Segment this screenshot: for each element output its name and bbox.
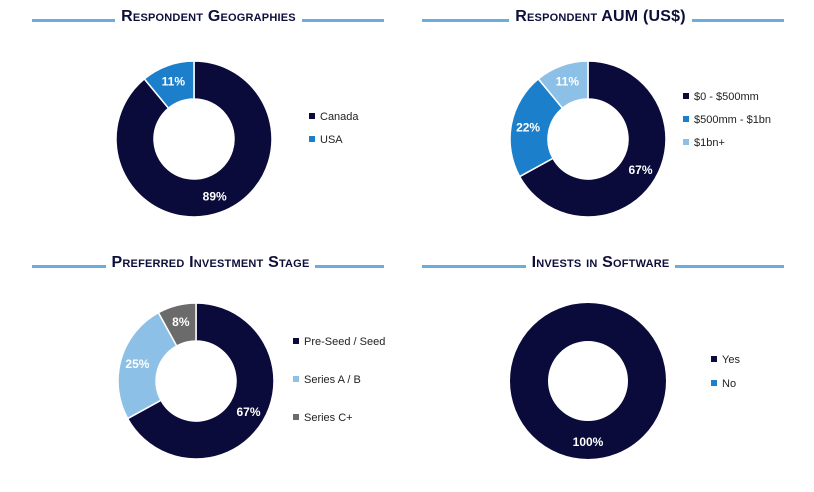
legend-label: Pre-Seed / Seed [304,336,386,348]
legend-swatch [293,414,299,420]
chart-title: Respondent Geographies [5,8,412,26]
legend-label: $0 - $500mm [694,91,759,103]
chart-title: Invests in Software [397,254,804,272]
chart-panel-software: Invests in Software 100% Yes No [407,246,814,492]
legend-label: No [722,378,737,390]
chart-title: Respondent AUM (US$) [397,8,804,26]
legend-swatch [309,136,315,142]
data-label: 22% [516,121,540,135]
donut-chart: 89% 11% [115,60,273,218]
legend-item: USA [309,134,343,146]
legend-swatch [683,93,689,99]
donut-chart: 67% 22% 11% [509,60,667,218]
legend-swatch [711,356,717,362]
legend-item: Series C+ [293,412,353,424]
legend-label: Series A / B [304,374,361,386]
donut-slice-0-500mm [518,60,667,218]
donut-slice-series-c [157,302,197,347]
legend-label: $1bn+ [694,137,725,149]
legend-item: Series A / B [293,374,361,386]
legend-label: $500mm - $1bn [694,114,772,126]
donut-slice-pre-seed-seed [126,302,275,460]
legend-label: USA [320,134,343,146]
chart-panel-aum: Respondent AUM (US$) 67% 22% 11% $0 - $500… [407,0,814,246]
data-label: 67% [236,405,260,419]
legend-swatch [293,338,299,344]
legend-label: Yes [722,354,740,366]
legend-item: No [711,378,736,390]
data-label: 11% [556,75,580,89]
donut-slice-usa [143,60,195,110]
legend-item: $500mm - $1bn [683,114,771,126]
legend-label: Canada [320,111,359,123]
donut-chart: 67% 25% 8% [117,302,275,460]
chart-panel-geographies: Respondent Geographies 89% 11% Canada USA [0,0,407,246]
legend-item: Pre-Seed / Seed [293,336,385,348]
donut-slice-1bn [537,60,589,110]
data-label: 25% [125,357,149,371]
legend-swatch [309,113,315,119]
data-label: 8% [172,315,190,329]
donut-chart: 100% [510,303,666,459]
chart-panel-stage: Preferred Investment Stage 67% 25% 8% Pre-… [0,246,407,492]
data-label: 100% [573,435,604,449]
legend-swatch [683,139,689,145]
legend-item: Yes [711,354,740,366]
donut-slice-yes [510,303,666,459]
legend-swatch [293,376,299,382]
donut-slice-series-a-b [117,311,178,420]
data-label: 11% [162,75,186,89]
legend-swatch [711,380,717,386]
data-label: 89% [203,189,227,203]
legend-swatch [683,116,689,122]
legend-item: Canada [309,111,359,123]
legend-item: $1bn+ [683,137,725,149]
legend-item: $0 - $500mm [683,91,759,103]
data-label: 67% [628,163,652,177]
legend-label: Series C+ [304,412,353,424]
donut-slice-canada [115,60,273,218]
chart-title: Preferred Investment Stage [7,254,414,272]
